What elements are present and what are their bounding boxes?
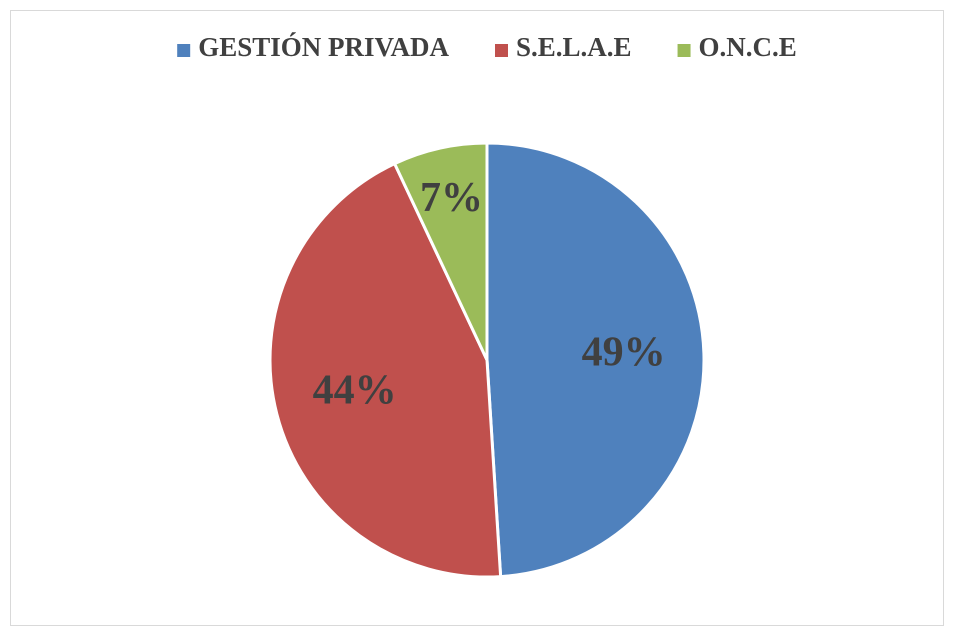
legend-swatch	[677, 44, 691, 57]
pie-slice	[485, 141, 706, 579]
legend-label: O.N.C.E	[699, 32, 797, 62]
data-label: 7%	[420, 175, 483, 221]
legend-swatch	[495, 44, 508, 57]
pie-slice	[392, 141, 489, 361]
data-label: 49%	[582, 329, 666, 375]
data-label: 44%	[313, 368, 397, 414]
legend-label: S.E.L.A.E	[516, 32, 632, 62]
legend-label: GESTIÓN PRIVADA	[198, 32, 449, 62]
legend-swatch	[177, 44, 191, 57]
